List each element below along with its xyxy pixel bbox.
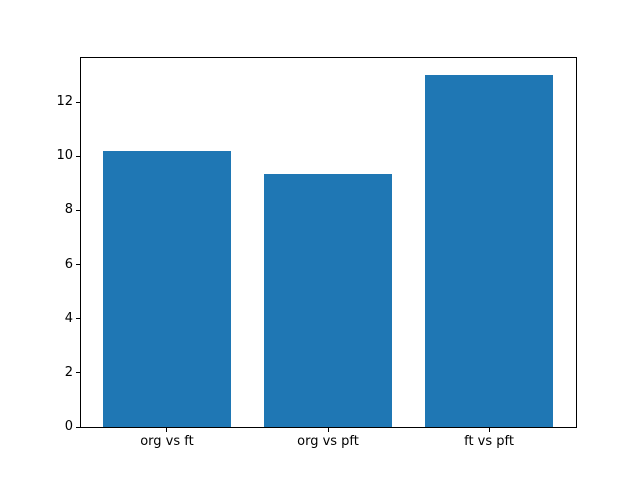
y-tick-label: 10 <box>56 148 73 164</box>
y-tick-label: 0 <box>64 419 73 434</box>
bar-org-vs-pft <box>263 173 393 427</box>
y-tick-mark <box>75 372 80 374</box>
y-tick-label: 6 <box>64 256 73 272</box>
y-tick-label: 8 <box>64 202 73 218</box>
y-tick-label: 4 <box>64 310 73 326</box>
x-tick-label: ft vs pft <box>464 433 514 449</box>
y-tick-mark <box>75 209 80 211</box>
y-tick-mark <box>75 155 80 157</box>
y-tick-mark <box>75 426 80 428</box>
y-tick-mark <box>75 318 80 320</box>
y-tick-mark <box>75 101 80 103</box>
bar-org-vs-ft <box>102 150 232 427</box>
y-tick-label: 12 <box>56 94 73 110</box>
bar-ft-vs-pft <box>424 75 554 427</box>
x-tick-mark <box>327 427 329 432</box>
x-tick-mark <box>488 427 490 432</box>
y-tick-label: 2 <box>64 364 73 380</box>
x-tick-label: org vs pft <box>297 433 359 449</box>
x-tick-label: org vs ft <box>140 433 194 449</box>
y-tick-mark <box>75 264 80 266</box>
x-tick-mark <box>166 427 168 432</box>
